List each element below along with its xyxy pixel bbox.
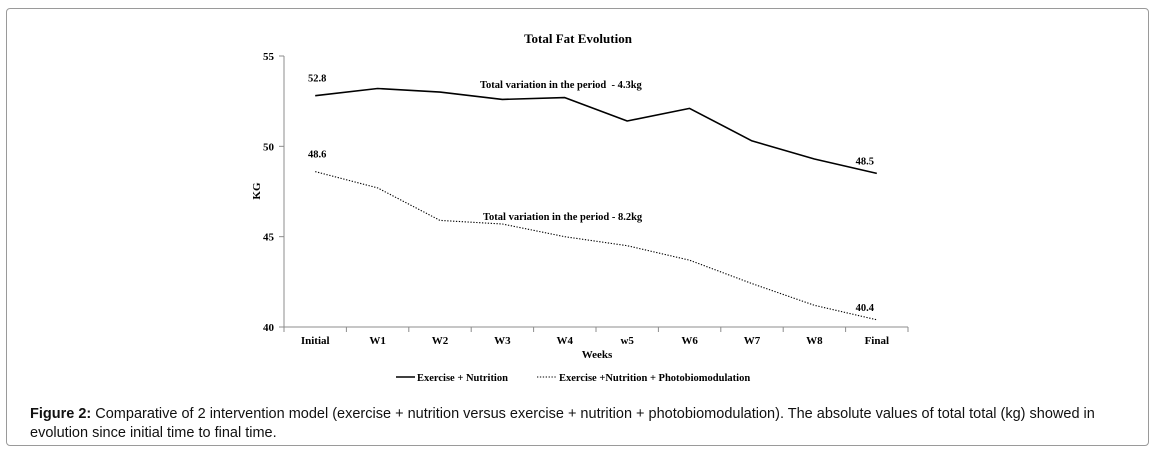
x-tick-label: W2 [432, 335, 449, 347]
x-tick-label: W7 [744, 335, 761, 347]
x-tick-label: W1 [369, 335, 386, 347]
figure-caption: Figure 2: Comparative of 2 intervention … [30, 405, 1135, 443]
annotation-series-2: Total variation in the period - 8.2kg [483, 212, 643, 223]
annotation-series-1: Total variation in the period - 4.3kg [480, 80, 643, 91]
data-label: 52.8 [308, 74, 326, 85]
x-tick-label: W6 [681, 335, 698, 347]
caption-text: Comparative of 2 intervention model (exe… [30, 406, 1095, 441]
figure-frame [6, 8, 1149, 446]
legend: Exercise + Nutrition Exercise +Nutrition… [396, 373, 750, 384]
y-axis-label: KG [251, 182, 263, 200]
x-tick-label: Final [865, 335, 889, 347]
x-axis-label: Weeks [582, 349, 613, 361]
data-labels-layer: 52.8 48.5 48.6 40.4 [308, 74, 875, 314]
data-label: 48.6 [308, 150, 326, 161]
data-label: 40.4 [856, 303, 875, 314]
y-tick-label: 55 [263, 51, 275, 63]
series-line-1 [315, 87, 877, 175]
y-tick-label: 45 [263, 232, 275, 244]
x-tick-label: W3 [494, 335, 511, 347]
caption-label: Figure 2: [30, 406, 92, 422]
series-layer [315, 87, 877, 321]
legend-label-series-1: Exercise + Nutrition [417, 373, 508, 384]
y-tick-label: 40 [263, 322, 275, 334]
data-label: 48.5 [856, 156, 874, 167]
x-axis: Initial W1 W2 W3 W4 w5 W6 W7 W8 Final [283, 326, 909, 347]
y-tick-label: 50 [263, 141, 275, 153]
line-chart: Total Fat Evolution 40 45 50 55 Initial W1 W2… [251, 31, 909, 384]
y-axis: 40 45 50 55 [263, 51, 285, 334]
chart-title: Total Fat Evolution [524, 31, 633, 46]
series-line-2 [315, 171, 877, 321]
x-tick-label: W4 [557, 335, 574, 347]
x-tick-label: Initial [301, 335, 330, 347]
x-tick-label: W8 [806, 335, 823, 347]
legend-label-series-2: Exercise +Nutrition + Photobiomodulation [559, 373, 750, 384]
x-tick-label: w5 [620, 335, 634, 347]
